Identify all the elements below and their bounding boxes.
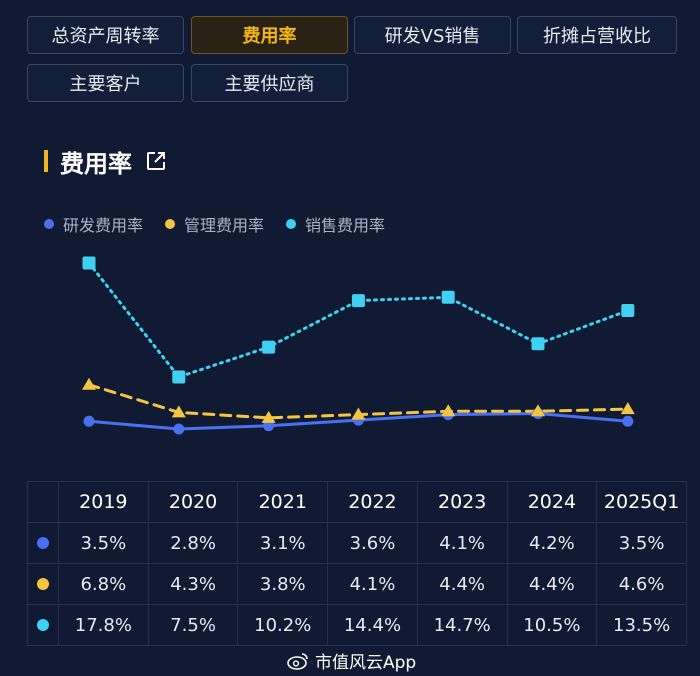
table-cell: 4.4% bbox=[506, 563, 598, 605]
row-marker-cell bbox=[27, 522, 59, 564]
tab-asset-turnover[interactable]: 总资产周转率 bbox=[27, 16, 184, 54]
table-header-cell: 2024 bbox=[506, 481, 598, 523]
table-row-admin: 6.8% 4.3% 3.8% 4.1% 4.4% 4.4% 4.6% bbox=[27, 563, 687, 605]
data-table: 2019 2020 2021 2022 2023 2024 2025Q1 3.5… bbox=[27, 481, 687, 646]
data-point-sales[interactable] bbox=[621, 304, 635, 318]
data-point-rd[interactable] bbox=[173, 423, 185, 435]
table-cell: 3.5% bbox=[58, 522, 149, 564]
table-cell: 6.8% bbox=[58, 563, 149, 605]
table-header-cell: 2021 bbox=[237, 481, 329, 523]
tab-depreciation-ratio[interactable]: 折摊占营收比 bbox=[517, 16, 677, 54]
table-cell: 3.1% bbox=[237, 522, 329, 564]
row-dot-admin bbox=[37, 577, 49, 590]
data-point-sales[interactable] bbox=[351, 294, 365, 308]
section-title: 费用率 bbox=[60, 149, 132, 178]
table-header-cell: 2023 bbox=[416, 481, 508, 523]
data-point-rd[interactable] bbox=[622, 415, 634, 427]
watermark-text: 市值风云App bbox=[315, 653, 417, 673]
data-point-admin[interactable] bbox=[171, 405, 186, 418]
table-row-rd: 3.5% 2.8% 3.1% 3.6% 4.1% 4.2% 3.5% bbox=[27, 522, 687, 564]
data-point-admin[interactable] bbox=[441, 404, 456, 417]
weibo-icon bbox=[287, 652, 308, 670]
table-header-cell: 2020 bbox=[147, 481, 239, 523]
legend-dot-rd bbox=[44, 219, 54, 229]
series-line-sales bbox=[87, 261, 630, 379]
table-corner-cell bbox=[27, 481, 59, 523]
legend-item-sales[interactable]: 销售费用率 bbox=[286, 212, 385, 236]
legend-item-rd[interactable]: 研发费用率 bbox=[44, 212, 143, 236]
table-cell: 3.6% bbox=[327, 522, 418, 564]
table-cell: 17.8% bbox=[58, 604, 149, 646]
data-point-admin[interactable] bbox=[531, 404, 545, 417]
data-point-sales[interactable] bbox=[441, 290, 455, 304]
tab-major-customers[interactable]: 主要客户 bbox=[27, 64, 184, 102]
table-row-sales: 17.8% 7.5% 10.2% 14.4% 14.7% 10.5% 13.5% bbox=[27, 604, 687, 646]
data-point-admin[interactable] bbox=[261, 410, 276, 423]
table-cell: 2.8% bbox=[147, 522, 239, 564]
table-cell: 4.6% bbox=[596, 563, 687, 605]
table-cell: 14.7% bbox=[416, 604, 508, 646]
external-link-icon[interactable] bbox=[144, 149, 168, 173]
legend-dot-admin bbox=[165, 219, 176, 229]
legend-label-rd: 研发费用率 bbox=[63, 216, 144, 235]
table-cell: 3.5% bbox=[596, 522, 687, 564]
row-dot-rd bbox=[37, 536, 49, 549]
table-cell: 4.4% bbox=[416, 563, 508, 605]
tab-expense-ratio[interactable]: 费用率 bbox=[191, 16, 348, 54]
watermark: 市值风云App bbox=[287, 648, 416, 673]
tab-rd-vs-sales[interactable]: 研发VS销售 bbox=[354, 16, 511, 54]
table-cell: 7.5% bbox=[147, 604, 239, 646]
data-point-sales[interactable] bbox=[82, 256, 96, 270]
table-header-cell: 2022 bbox=[327, 481, 418, 523]
data-point-sales[interactable] bbox=[172, 370, 186, 384]
data-point-rd[interactable] bbox=[83, 415, 95, 427]
data-point-sales[interactable] bbox=[262, 340, 276, 354]
legend-label-admin: 管理费用率 bbox=[184, 216, 265, 235]
table-cell: 4.1% bbox=[416, 522, 508, 564]
data-point-admin[interactable] bbox=[620, 402, 635, 415]
data-point-admin[interactable] bbox=[351, 407, 366, 420]
row-dot-sales bbox=[37, 618, 49, 631]
table-cell: 14.4% bbox=[327, 604, 418, 646]
data-point-sales[interactable] bbox=[531, 337, 545, 351]
section-header: 费用率 bbox=[44, 145, 168, 178]
table-cell: 10.2% bbox=[237, 604, 329, 646]
legend-label-sales: 销售费用率 bbox=[305, 216, 386, 235]
table-cell: 4.3% bbox=[147, 563, 239, 605]
data-point-admin[interactable] bbox=[82, 377, 96, 390]
chart-legend: 研发费用率 管理费用率 销售费用率 bbox=[44, 212, 407, 236]
table-cell: 4.1% bbox=[327, 563, 418, 605]
table-cell: 4.2% bbox=[506, 522, 598, 564]
table-header-row: 2019 2020 2021 2022 2023 2024 2025Q1 bbox=[27, 481, 687, 523]
title-accent-bar bbox=[44, 150, 48, 172]
table-header-cell: 2025Q1 bbox=[596, 481, 687, 523]
row-marker-cell bbox=[27, 604, 59, 646]
tab-major-suppliers[interactable]: 主要供应商 bbox=[191, 64, 348, 102]
row-marker-cell bbox=[27, 563, 59, 605]
table-header-cell: 2019 bbox=[58, 481, 149, 523]
table-cell: 13.5% bbox=[596, 604, 687, 646]
legend-dot-sales bbox=[286, 219, 297, 229]
expense-ratio-chart bbox=[82, 256, 635, 435]
table-cell: 10.5% bbox=[506, 604, 598, 646]
table-cell: 3.8% bbox=[237, 563, 329, 605]
legend-item-admin[interactable]: 管理费用率 bbox=[165, 212, 264, 236]
